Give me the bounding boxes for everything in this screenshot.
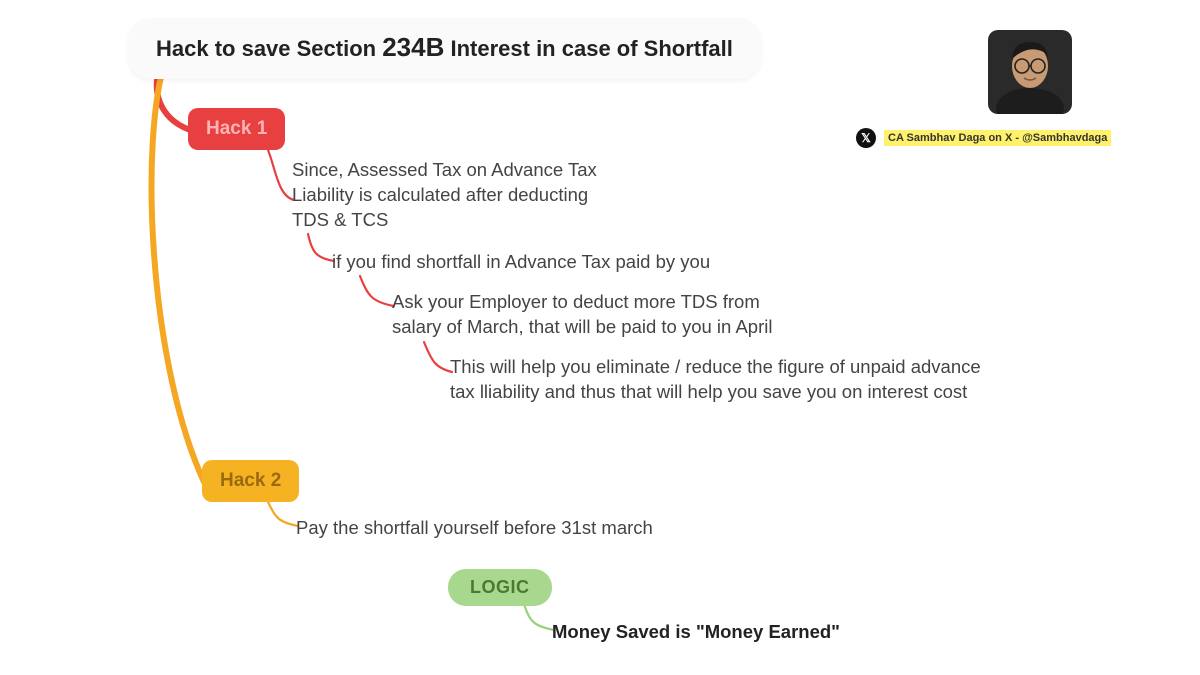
author-avatar <box>988 30 1072 114</box>
logic-label: LOGIC <box>470 577 530 597</box>
hack1-line-4: This will help you eliminate / reduce th… <box>450 355 981 405</box>
attribution-text: CA Sambhav Daga on X - @Sambhavdaga <box>884 130 1111 146</box>
hack1-label: Hack 1 <box>206 118 267 139</box>
logic-badge: LOGIC <box>448 569 552 606</box>
x-platform-icon: 𝕏 <box>856 128 876 148</box>
attribution-row: 𝕏 CA Sambhav Daga on X - @Sambhavdaga <box>856 128 1111 148</box>
title-section-number: 234B <box>382 32 444 62</box>
hack2-line-1: Pay the shortfall yourself before 31st m… <box>296 516 653 541</box>
hack1-line-1: Since, Assessed Tax on Advance Tax Liabi… <box>292 158 597 233</box>
hack1-line-3: Ask your Employer to deduct more TDS fro… <box>392 290 772 340</box>
logic-conclusion: Money Saved is "Money Earned" <box>552 620 840 645</box>
page-title: Hack to save Section 234B Interest in ca… <box>156 36 733 61</box>
title-suffix: Interest in case of Shortfall <box>444 36 733 61</box>
title-box: Hack to save Section 234B Interest in ca… <box>128 18 761 79</box>
hack2-badge: Hack 2 <box>202 460 299 502</box>
hack2-label: Hack 2 <box>220 470 281 491</box>
hack1-line-2: if you find shortfall in Advance Tax pai… <box>332 250 710 275</box>
hack1-badge: Hack 1 <box>188 108 285 150</box>
title-prefix: Hack to save Section <box>156 36 382 61</box>
